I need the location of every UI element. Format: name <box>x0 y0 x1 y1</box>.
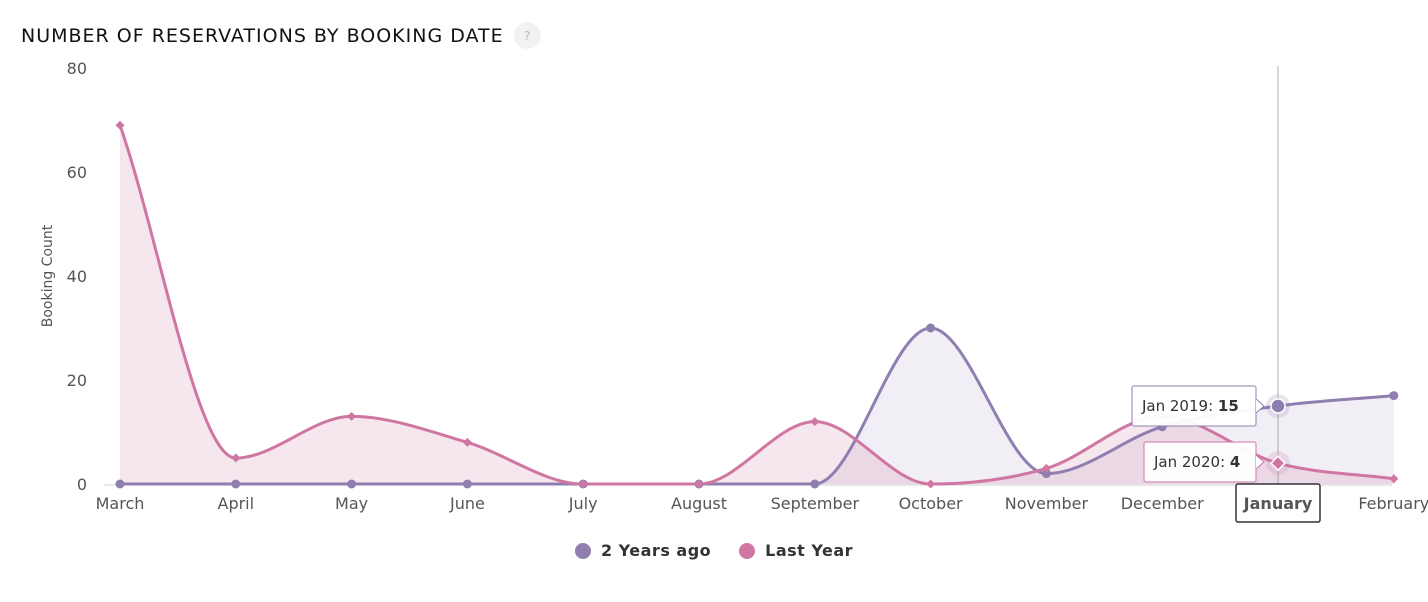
point-2-years-ago <box>231 479 241 489</box>
help-icon[interactable]: ? <box>513 22 541 49</box>
y-tick-label: 20 <box>67 371 87 390</box>
x-tick-label-highlighted: January <box>1243 494 1313 513</box>
chart-header: NUMBER OF RESERVATIONS BY BOOKING DATE ? <box>21 22 541 49</box>
legend-item-last-year[interactable]: Last Year <box>739 541 853 560</box>
point-last-year <box>926 479 936 489</box>
x-tick-label: May <box>335 494 368 513</box>
point-last-year <box>578 479 588 489</box>
x-tick-label: October <box>899 494 963 513</box>
point-2-years-ago <box>1389 391 1399 401</box>
tooltip-pointer-2-years-ago <box>1255 398 1265 414</box>
x-tick-label: February <box>1358 494 1428 513</box>
y-tick-label: 40 <box>67 267 87 286</box>
tooltip-label: Jan 2020: <box>1153 453 1230 471</box>
legend-item-2-years-ago[interactable]: 2 Years ago <box>574 541 712 560</box>
x-tick-label: April <box>218 494 255 513</box>
point-2-years-ago <box>1270 398 1286 414</box>
legend-label-last-year: Last Year <box>765 541 854 560</box>
chart-legend: 2 Years ago Last Year <box>0 541 1428 560</box>
tooltip-text-last-year: Jan 2020: 4 <box>1153 453 1240 471</box>
point-2-years-ago <box>115 479 125 489</box>
point-last-year <box>694 479 704 489</box>
point-last-year <box>115 120 125 130</box>
tooltip-value: 15 <box>1218 397 1239 415</box>
point-last-year <box>1389 474 1399 484</box>
point-last-year <box>462 437 472 447</box>
x-tick-label: November <box>1005 494 1089 513</box>
legend-marker-last-year <box>739 542 756 559</box>
legend-marker-2-years-ago <box>574 542 591 559</box>
point-2-years-ago <box>810 479 820 489</box>
y-axis-label: Booking Count <box>40 224 56 327</box>
x-tick-label: August <box>671 494 727 513</box>
point-last-year <box>1041 463 1051 473</box>
point-last-year <box>231 453 241 463</box>
y-tick-label: 80 <box>67 59 87 78</box>
x-tick-label: March <box>96 494 145 513</box>
point-2-years-ago <box>347 479 357 489</box>
area-last-year <box>120 125 1394 484</box>
y-tick-label: 0 <box>77 475 87 494</box>
chart-title: NUMBER OF RESERVATIONS BY BOOKING DATE <box>21 24 504 47</box>
x-tick-label: September <box>771 494 860 513</box>
point-last-year <box>347 411 357 421</box>
x-tick-label: July <box>568 494 598 513</box>
y-tick-label: 60 <box>67 163 87 182</box>
tooltip-text-2-years-ago: Jan 2019: 15 <box>1141 397 1239 415</box>
point-last-year <box>1269 455 1287 472</box>
tooltip-label: Jan 2019: <box>1141 397 1218 415</box>
tooltip-pointer-last-year <box>1255 454 1265 470</box>
point-2-years-ago <box>462 479 472 489</box>
area-2-years-ago <box>120 328 1394 484</box>
legend-label-2-years-ago: 2 Years ago <box>600 541 712 560</box>
point-last-year <box>810 417 820 427</box>
x-tick-label: December <box>1121 494 1204 513</box>
tooltip-value: 4 <box>1230 453 1240 471</box>
x-highlight-box <box>1235 483 1321 523</box>
point-2-years-ago <box>1041 469 1051 479</box>
x-tick-label: June <box>449 494 485 513</box>
point-2-years-ago <box>926 323 936 333</box>
